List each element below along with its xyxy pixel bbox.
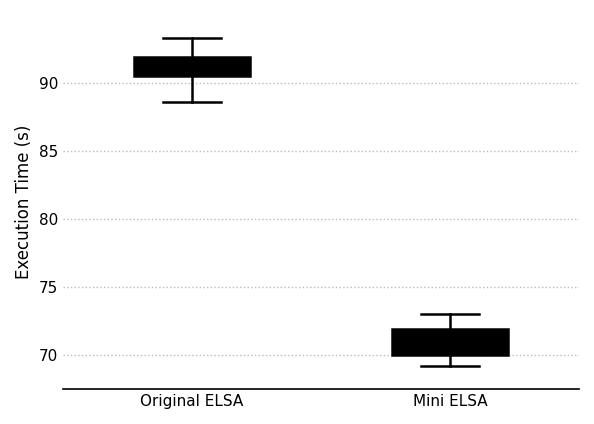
Y-axis label: Execution Time (s): Execution Time (s)	[15, 125, 33, 279]
PathPatch shape	[134, 57, 250, 76]
PathPatch shape	[392, 329, 508, 355]
